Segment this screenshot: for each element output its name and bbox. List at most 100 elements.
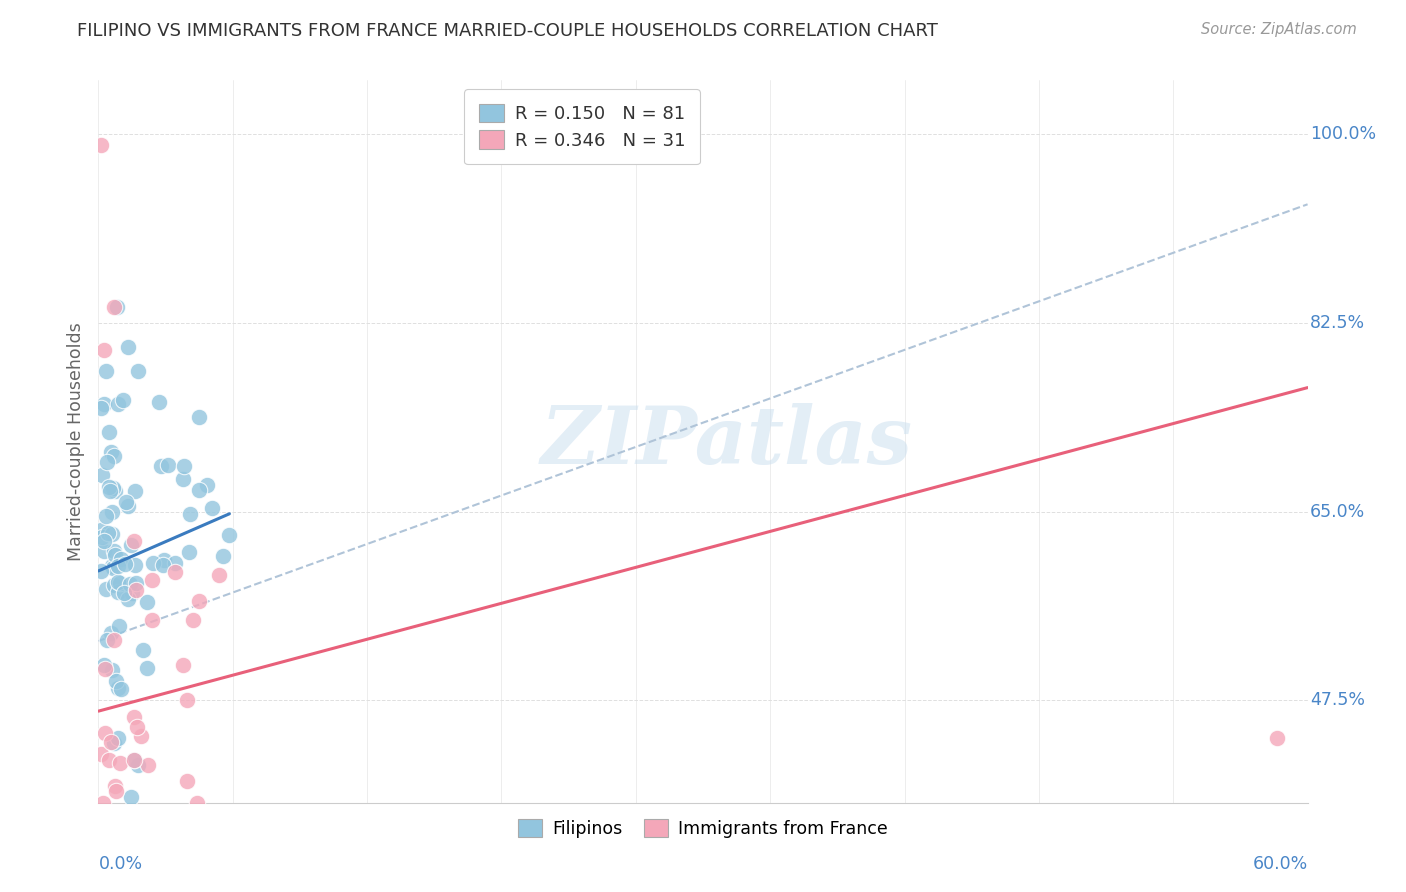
Point: [117, 591, 139, 606]
Text: 60.0%: 60.0%: [1253, 855, 1308, 872]
Point: [201, 501, 224, 516]
Point: [104, 484, 127, 499]
Point: [98, 483, 121, 498]
Point: [104, 548, 127, 562]
Point: [107, 574, 129, 589]
Point: [122, 709, 145, 723]
Point: [110, 552, 132, 566]
Point: [136, 594, 159, 608]
Point: [173, 459, 195, 474]
Text: 0.0%: 0.0%: [98, 855, 142, 872]
Point: [148, 395, 170, 409]
Point: [105, 300, 128, 314]
Point: [96, 508, 118, 523]
Point: [176, 774, 198, 789]
Point: [125, 576, 148, 591]
Point: [103, 449, 125, 463]
Point: [156, 458, 179, 472]
Point: [104, 784, 127, 798]
Point: [96, 455, 118, 469]
Point: [97, 480, 120, 494]
Point: [179, 544, 201, 558]
Point: [125, 720, 148, 734]
Point: [94, 662, 117, 676]
Point: [163, 556, 186, 570]
Point: [108, 618, 131, 632]
Point: [101, 663, 124, 677]
Point: [90, 138, 112, 153]
Point: [127, 364, 149, 378]
Point: [101, 505, 124, 519]
Point: [96, 632, 118, 647]
Point: [176, 693, 198, 707]
Point: [90, 401, 112, 415]
Point: [163, 565, 186, 579]
Point: [112, 392, 135, 407]
Point: [120, 538, 142, 552]
Point: [94, 582, 117, 596]
Point: [107, 731, 129, 745]
Point: [90, 523, 112, 537]
Point: [103, 544, 125, 558]
Point: [188, 483, 211, 498]
Point: [179, 507, 201, 521]
Point: [208, 568, 231, 582]
Point: [122, 533, 145, 548]
Point: [91, 530, 114, 544]
Point: [142, 556, 165, 570]
Point: [91, 468, 114, 483]
Point: [90, 747, 112, 761]
Text: 47.5%: 47.5%: [1310, 691, 1365, 709]
Point: [187, 594, 209, 608]
Point: [141, 613, 163, 627]
Point: [101, 561, 124, 575]
Point: [93, 658, 115, 673]
Point: [108, 756, 131, 771]
Text: 82.5%: 82.5%: [1310, 314, 1365, 332]
Point: [125, 583, 148, 598]
Point: [97, 525, 120, 540]
Point: [101, 526, 124, 541]
Text: Source: ZipAtlas.com: Source: ZipAtlas.com: [1201, 22, 1357, 37]
Point: [100, 735, 122, 749]
Point: [93, 397, 115, 411]
Point: [122, 753, 145, 767]
Point: [108, 576, 131, 591]
Point: [187, 409, 209, 424]
Text: FILIPINO VS IMMIGRANTS FROM FRANCE MARRIED-COUPLE HOUSEHOLDS CORRELATION CHART: FILIPINO VS IMMIGRANTS FROM FRANCE MARRI…: [77, 22, 938, 40]
Point: [91, 796, 114, 810]
Point: [107, 681, 129, 695]
Point: [132, 643, 155, 657]
Point: [124, 753, 146, 767]
Point: [152, 558, 174, 573]
Point: [105, 673, 128, 688]
Point: [118, 577, 141, 591]
Point: [112, 585, 135, 599]
Point: [211, 549, 233, 563]
Point: [121, 586, 143, 600]
Point: [107, 558, 129, 573]
Point: [96, 364, 118, 378]
Point: [117, 340, 139, 354]
Point: [104, 780, 127, 794]
Point: [103, 578, 125, 592]
Point: [115, 494, 138, 508]
Point: [107, 397, 129, 411]
Point: [124, 483, 146, 498]
Text: ZIPatlas: ZIPatlas: [541, 403, 914, 480]
Point: [150, 459, 173, 474]
Point: [93, 343, 115, 357]
Point: [181, 613, 204, 627]
Point: [103, 633, 125, 648]
Point: [90, 564, 112, 578]
Point: [101, 558, 124, 573]
Point: [1267, 731, 1289, 745]
Y-axis label: Married-couple Households: Married-couple Households: [67, 322, 86, 561]
Point: [107, 585, 129, 599]
Text: 65.0%: 65.0%: [1310, 502, 1365, 521]
Point: [110, 682, 132, 697]
Point: [100, 445, 122, 459]
Point: [124, 558, 146, 572]
Point: [129, 729, 152, 743]
Point: [136, 660, 159, 674]
